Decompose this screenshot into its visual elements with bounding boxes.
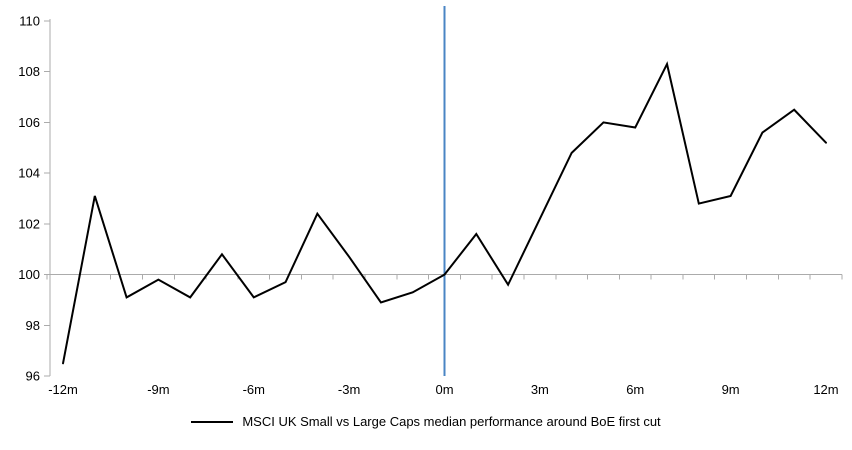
line-chart: 96 98 100 102 104 106 108 110 -12m -9m -6m -3m 0m 3m 6… (18, 6, 843, 397)
x-tick-label: -12m (48, 382, 78, 397)
y-tick-label: 96 (26, 369, 40, 384)
x-tick-label: 6m (626, 382, 644, 397)
x-tick-label: 9m (722, 382, 740, 397)
y-tick-label: 102 (18, 216, 40, 231)
legend-label: MSCI UK Small vs Large Caps median perfo… (242, 414, 661, 429)
y-tick-label: 98 (26, 318, 40, 333)
series-line (62, 61, 827, 365)
x-tick-label: 12m (813, 382, 838, 397)
y-tick-label: 104 (18, 166, 40, 181)
y-tick-label: 108 (18, 64, 40, 79)
legend-line-swatch (191, 420, 234, 423)
x-tick-label: 0m (435, 382, 453, 397)
y-tick-label: 100 (18, 267, 40, 282)
y-tick-label: 110 (19, 14, 40, 29)
x-tick-label: -6m (243, 382, 265, 397)
y-tick-label: 106 (18, 115, 40, 130)
x-tick-label: -9m (147, 382, 169, 397)
legend: MSCI UK Small vs Large Caps median perfo… (0, 414, 852, 429)
x-tick-label: -3m (338, 382, 360, 397)
x-tick-label: 3m (531, 382, 549, 397)
